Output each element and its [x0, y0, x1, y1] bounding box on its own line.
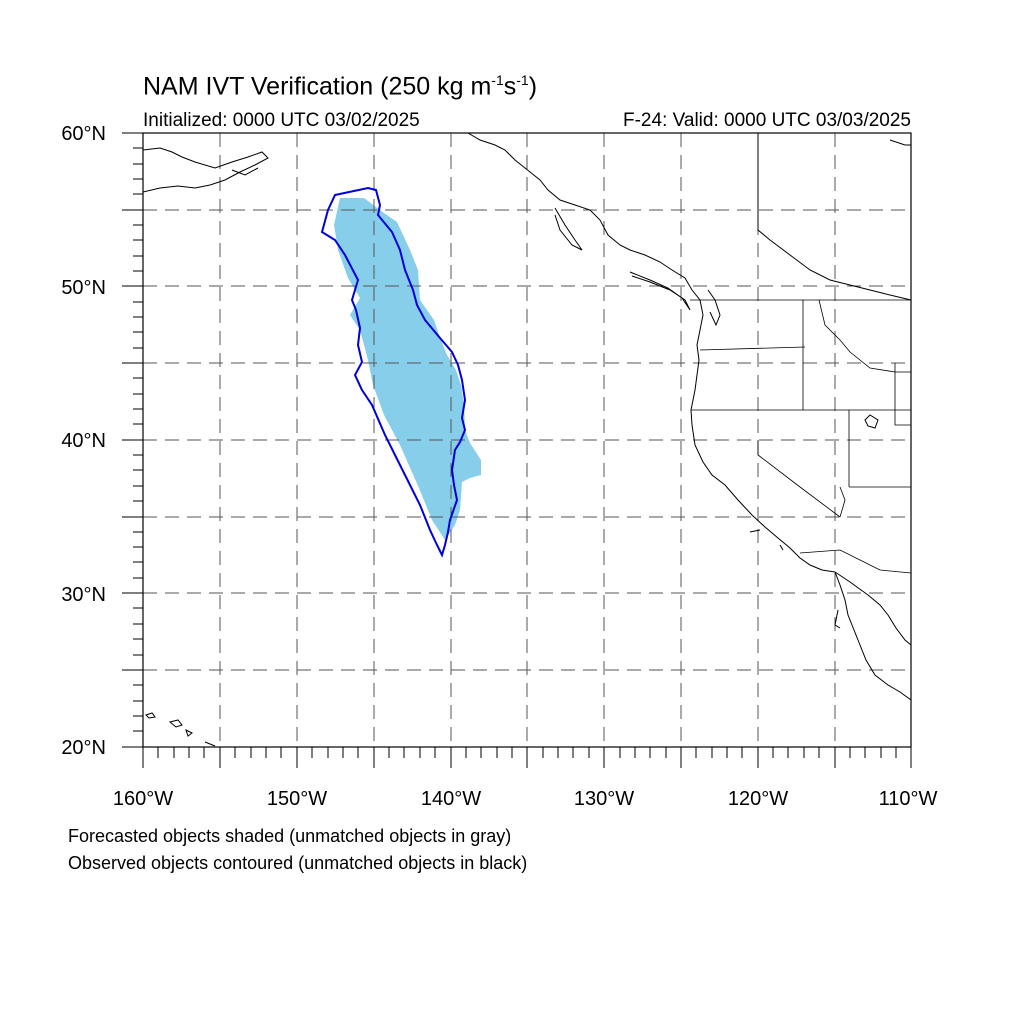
axis-ticks — [122, 132, 912, 768]
footer-forecast-note: Forecasted objects shaded (unmatched obj… — [68, 826, 512, 846]
observed-objects — [320, 186, 467, 558]
latitude-labels: 60°N 50°N 40°N 30°N 20°N — [61, 123, 106, 759]
lat-label-40: 40°N — [61, 430, 106, 452]
lon-label-130w: 130°W — [574, 788, 634, 810]
lon-label-120w: 120°W — [728, 788, 788, 810]
graticule — [143, 133, 911, 747]
lat-label-50: 50°N — [61, 277, 106, 299]
coastlines — [143, 133, 911, 747]
initialized-time: Initialized: 0000 UTC 03/02/2025 — [143, 110, 420, 131]
map-title: NAM IVT Verification (250 kg m-1s-1) — [143, 72, 538, 101]
lon-label-150w: 150°W — [267, 788, 327, 810]
longitude-labels: 160°W 150°W 140°W 130°W 120°W 110°W — [113, 788, 938, 810]
lat-label-30: 30°N — [61, 584, 106, 606]
footer-observed-note: Observed objects contoured (unmatched ob… — [68, 853, 528, 873]
lon-label-110w: 110°W — [879, 788, 938, 810]
forecast-object-shaded — [334, 198, 481, 540]
lat-label-60: 60°N — [61, 123, 106, 145]
lon-label-140w: 140°W — [421, 788, 481, 810]
political-borders — [690, 299, 911, 574]
lat-label-20: 20°N — [61, 737, 106, 759]
valid-time: F-24: Valid: 0000 UTC 03/03/2025 — [623, 110, 911, 131]
lon-label-160w: 160°W — [113, 788, 173, 810]
observed-object-contour — [320, 186, 467, 558]
forecast-objects — [334, 198, 481, 540]
